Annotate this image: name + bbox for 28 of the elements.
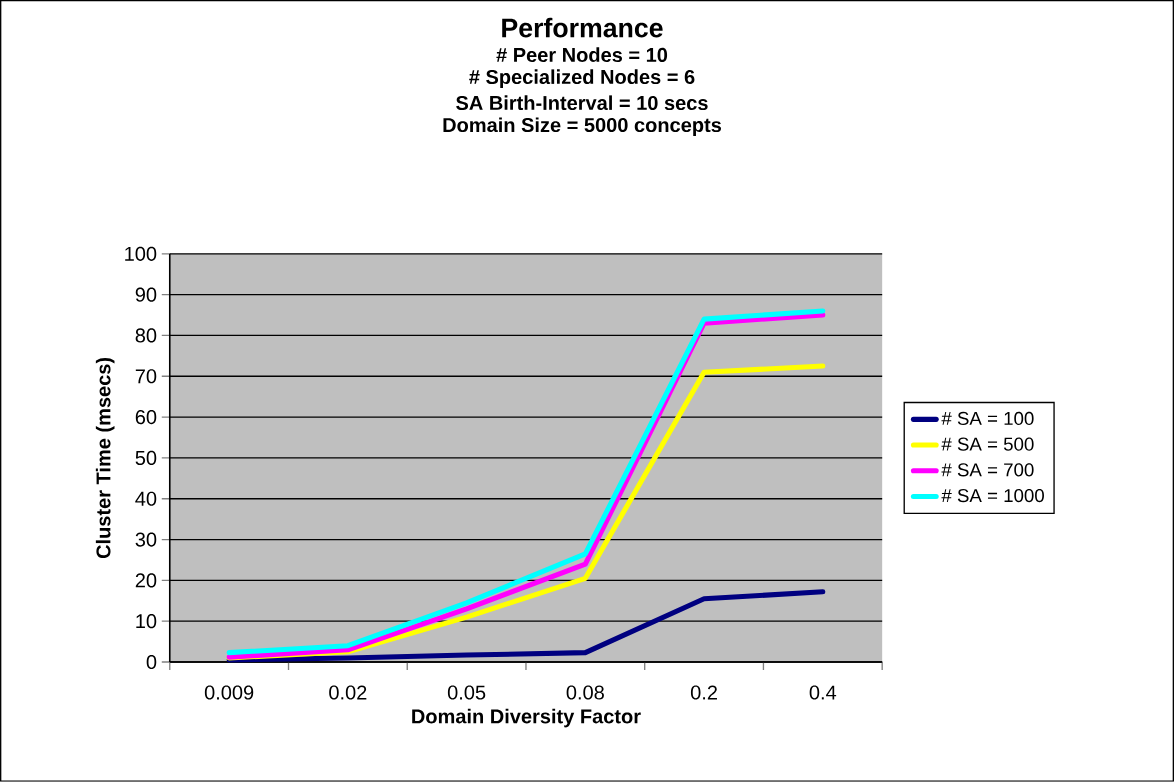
legend-label: # SA = 100 (941, 411, 1034, 426)
x-tick-label: 0.02 (329, 685, 367, 700)
y-tick-label: 90 (135, 287, 157, 302)
y-tick-label: 60 (135, 410, 157, 425)
legend-label: # SA = 500 (941, 437, 1034, 451)
y-tick-label: 0 (146, 655, 157, 670)
y-tick-label: 70 (135, 369, 157, 384)
y-tick-label: 30 (135, 532, 157, 547)
legend-label: # SA = 700 (941, 463, 1034, 477)
x-tick-label: 0.4 (809, 685, 837, 700)
x-axis-title: Domain Diversity Factor (412, 708, 641, 728)
x-tick-label: 0.009 (204, 685, 254, 700)
x-tick-label: 0.08 (566, 685, 604, 700)
y-tick-label: 20 (135, 573, 157, 588)
text: Domain Size = 5000 concepts (443, 117, 722, 137)
x-tick-label: 0.05 (447, 685, 486, 700)
x-tick-label: 0.2 (690, 685, 717, 700)
legend-label: # SA = 1000 (941, 489, 1044, 503)
y-tick-label: 100 (125, 246, 157, 261)
y-tick-label: 80 (135, 328, 157, 343)
chart-title: Performance (502, 17, 663, 38)
y-tick-label: 10 (136, 614, 157, 629)
text: # Peer Nodes = 10 (496, 47, 668, 63)
text: # Specialized Nodes = 6 (469, 69, 695, 89)
y-axis-title: Cluster Time (msecs) (95, 358, 115, 559)
y-tick-label: 50 (135, 450, 157, 466)
text: SA Birth-Interval = 10 secs (456, 95, 708, 111)
y-tick-label: 40 (135, 491, 157, 506)
